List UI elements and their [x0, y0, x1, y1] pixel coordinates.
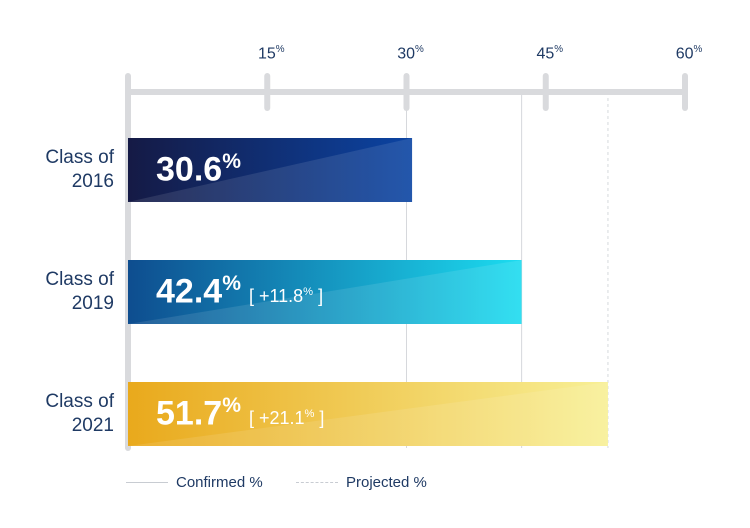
bar-sheen: [128, 260, 522, 324]
x-tick-label: 60%: [675, 44, 703, 63]
legend-solid-line-swatch: [126, 481, 168, 483]
bar-value-label: 51.7%[ +21.1% ]: [156, 394, 325, 433]
category-label: Class of 2016: [45, 147, 114, 192]
bar: [128, 382, 608, 446]
legend-confirmed: Confirmed %: [126, 472, 263, 492]
bar: [128, 260, 522, 324]
legend-projected: Projected %: [296, 472, 427, 492]
category-label: Class of 2019: [45, 269, 114, 314]
bar-sheen: [128, 138, 413, 202]
bar-delta-label: [ +11.8% ]: [248, 286, 324, 307]
x-tick-label: 30%: [397, 44, 424, 63]
x-tick-label: 15%: [257, 44, 285, 63]
bar-value-label: 30.6%: [156, 150, 241, 189]
category-label: Class of 2021: [45, 391, 114, 436]
legend-dashed-line-swatch: [296, 481, 338, 483]
legend-confirmed-label: Confirmed %: [176, 473, 263, 491]
bar-delta-label: [ +21.1% ]: [248, 408, 325, 429]
x-tick-label: 45%: [536, 44, 564, 63]
bar: [128, 138, 413, 202]
bar-value-label: 42.4%[ +11.8% ]: [156, 272, 324, 311]
legend-projected-label: Projected %: [346, 473, 427, 491]
bar-sheen: [128, 382, 608, 446]
